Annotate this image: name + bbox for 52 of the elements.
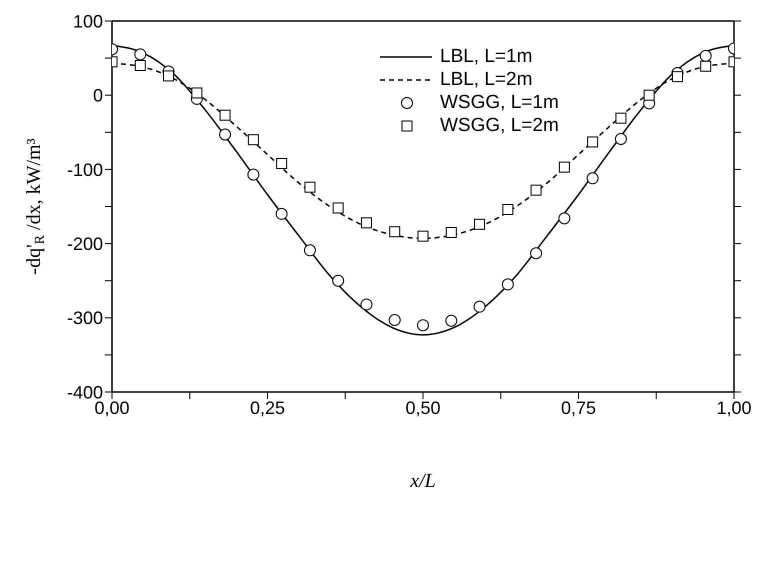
point: [417, 319, 429, 332]
x-tick-label: 0,75: [560, 398, 596, 418]
point: [474, 300, 486, 313]
point: [220, 110, 231, 121]
point: [615, 112, 626, 124]
point: [134, 60, 146, 72]
point: [558, 212, 570, 224]
point: [276, 208, 288, 220]
legend-label: LBL, L=2m: [440, 68, 532, 90]
point: [530, 247, 542, 260]
point: [586, 172, 599, 184]
point: [248, 134, 259, 146]
point: [304, 244, 316, 256]
point: [530, 184, 542, 196]
point: [474, 218, 486, 230]
point: [304, 182, 316, 193]
y-tick-label: -200: [66, 234, 103, 254]
point: [219, 128, 232, 141]
point: [502, 278, 514, 290]
point: [389, 226, 400, 238]
point: [558, 162, 570, 173]
point: [247, 168, 260, 181]
point: [134, 48, 146, 60]
x-axis-title: x/L: [409, 470, 436, 492]
legend-label: LBL, L=1m: [440, 46, 532, 68]
point: [446, 226, 457, 238]
point: [360, 217, 372, 228]
point: [502, 204, 514, 215]
point: [644, 90, 655, 101]
y-tick-label: -300: [66, 308, 103, 328]
y-tick-label: 0: [92, 86, 103, 106]
point: [191, 87, 202, 98]
point: [332, 202, 344, 214]
point: [163, 70, 174, 82]
point: [614, 132, 627, 145]
point: [360, 298, 372, 310]
y-tick-label: 100: [72, 11, 103, 32]
point: [388, 314, 401, 326]
point: [445, 314, 458, 327]
y-tick-label: -100: [66, 160, 103, 180]
x-tick-label: 0,50: [405, 398, 441, 418]
legend-label: WSGG, L=2m: [440, 114, 559, 136]
legend-label: WSGG, L=1m: [440, 92, 559, 114]
x-tick-label: 1,00: [716, 398, 752, 418]
point: [672, 71, 683, 82]
point: [700, 60, 712, 72]
point: [418, 230, 428, 242]
point: [276, 158, 288, 169]
x-tick-label: 0,25: [250, 398, 286, 418]
point: [332, 274, 344, 287]
point: [700, 50, 712, 62]
point: [587, 136, 598, 148]
